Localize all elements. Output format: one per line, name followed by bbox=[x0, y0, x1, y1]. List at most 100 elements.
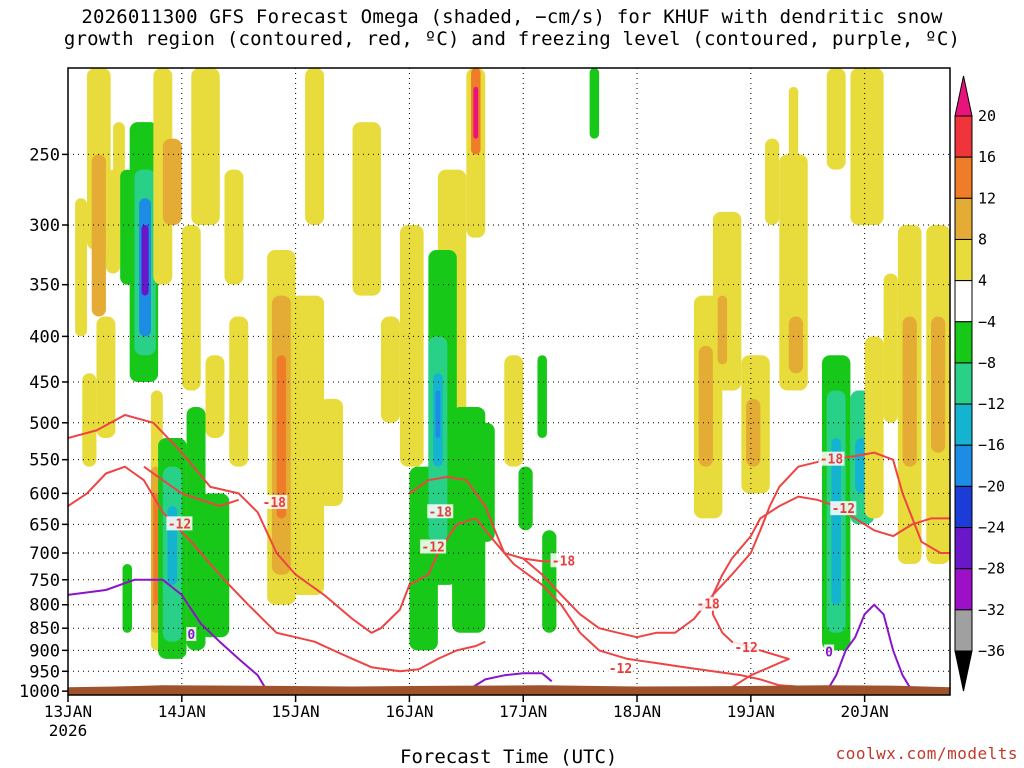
colorbar-box bbox=[954, 280, 973, 323]
contour-label-bg bbox=[186, 626, 197, 641]
omega-cell bbox=[473, 86, 479, 139]
colorbar-bottom-arrow bbox=[954, 650, 973, 692]
x-tick-label: 14JAN bbox=[158, 702, 206, 721]
omega-cell bbox=[864, 336, 884, 519]
x-tick-sublabel: 2026 bbox=[49, 721, 88, 740]
colorbar-box bbox=[954, 609, 973, 652]
x-tick-label: 18JAN bbox=[613, 702, 661, 721]
colorbar-box bbox=[954, 156, 973, 199]
contour-label: 0 bbox=[825, 645, 833, 660]
colorbar-label: −4 bbox=[978, 313, 996, 331]
contour-label-bg bbox=[261, 494, 288, 509]
dgz-contour-minus12 bbox=[68, 414, 846, 691]
y-tick-label: 650 bbox=[29, 515, 60, 535]
x-tick-label: 15JAN bbox=[272, 702, 320, 721]
chart-title: 2026011300 GFS Forecast Omega (shaded, −… bbox=[0, 6, 1024, 50]
omega-cell bbox=[380, 316, 400, 423]
dgz-contour-minus18 bbox=[143, 465, 240, 508]
omega-cell bbox=[698, 345, 713, 467]
colorbar-box bbox=[954, 568, 973, 611]
contour-label: 0 bbox=[187, 628, 195, 643]
colorbar-box bbox=[954, 444, 973, 487]
terrain-layer bbox=[68, 685, 950, 695]
dgz-contour-minus18 bbox=[408, 475, 562, 563]
colorbar-label: −36 bbox=[978, 642, 1005, 660]
omega-cell bbox=[229, 316, 249, 467]
contour-label-bg bbox=[607, 661, 634, 676]
colorbar-box bbox=[954, 197, 973, 240]
omega-cell bbox=[162, 138, 182, 225]
chart-title-line1: 2026011300 GFS Forecast Omega (shaded, −… bbox=[81, 6, 943, 28]
colorbar-label: 20 bbox=[978, 107, 996, 125]
contour-label: -12 bbox=[421, 540, 444, 555]
y-tick-label: 800 bbox=[29, 596, 60, 616]
x-tick-label: 13JAN bbox=[44, 702, 92, 721]
y-tick-label: 350 bbox=[29, 276, 60, 296]
omega-cell bbox=[883, 273, 898, 423]
colorbar-label: −24 bbox=[978, 519, 1005, 537]
omega-cell bbox=[788, 316, 803, 374]
colorbar-box bbox=[954, 321, 973, 364]
colorbar-label: −32 bbox=[978, 601, 1005, 619]
contour-label: -18 bbox=[820, 453, 844, 468]
omega-cell bbox=[746, 398, 761, 467]
colorbar-label: −16 bbox=[978, 436, 1005, 454]
dgz-contour-minus18 bbox=[522, 451, 950, 639]
colorbar-box bbox=[954, 115, 973, 158]
colorbar-label: −8 bbox=[978, 354, 996, 372]
y-tick-label: 750 bbox=[29, 571, 60, 591]
dgz-contour-minus12 bbox=[711, 495, 950, 689]
colorbar-box bbox=[954, 485, 973, 529]
terrain-surface bbox=[68, 685, 950, 695]
omega-cell bbox=[122, 563, 133, 633]
y-tick-label: 450 bbox=[29, 373, 60, 393]
omega-cell bbox=[200, 493, 230, 638]
omega-cell bbox=[537, 355, 547, 438]
chart-title-line2: growth region (contoured, red, ºC) and f… bbox=[63, 28, 961, 50]
contour-label-bg bbox=[824, 644, 835, 659]
colorbar-label: −12 bbox=[978, 395, 1005, 413]
colorbar-label: 4 bbox=[978, 272, 987, 290]
omega-cell bbox=[224, 169, 244, 285]
colorbar-box bbox=[954, 238, 973, 282]
contour-label: -18 bbox=[696, 598, 720, 613]
contour-label-bg bbox=[550, 553, 577, 568]
colorbar-box bbox=[954, 403, 973, 446]
freezing-level-contour bbox=[825, 603, 913, 692]
omega-cell bbox=[902, 316, 917, 467]
omega-cell bbox=[205, 355, 225, 438]
contour-label: -18 bbox=[552, 554, 576, 569]
grid-layer bbox=[67, 68, 950, 695]
omega-cell bbox=[931, 316, 946, 453]
omega-cell bbox=[475, 422, 495, 542]
site-credit[interactable]: coolwx.com/modelts bbox=[835, 744, 1018, 763]
x-tick-label: 17JAN bbox=[499, 702, 547, 721]
contour-label: -12 bbox=[734, 641, 757, 656]
omega-cell bbox=[276, 355, 287, 519]
omega-cell bbox=[153, 493, 159, 605]
omega-cell bbox=[765, 138, 780, 225]
omega-cell bbox=[96, 316, 116, 438]
contour-label-bg bbox=[818, 451, 845, 466]
omega-cell bbox=[191, 68, 220, 225]
contour-label: -18 bbox=[263, 496, 287, 511]
y-tick-label: 950 bbox=[29, 662, 60, 682]
omega-cell bbox=[290, 295, 325, 595]
contour-label: -12 bbox=[609, 662, 632, 677]
colorbar: 20 16 12 8 4 −4 −8 −12 −16 −20 −24 −28 −32 −36 bbox=[954, 75, 1005, 692]
y-tick-label: 850 bbox=[29, 619, 60, 639]
omega-cell bbox=[75, 198, 87, 337]
freezing-level-contour bbox=[68, 578, 269, 692]
contour-label-bg bbox=[733, 640, 760, 655]
omega-cell bbox=[181, 224, 201, 391]
y-tick-label: 550 bbox=[29, 451, 60, 471]
contour-label-bg bbox=[830, 501, 857, 516]
omega-cell bbox=[91, 154, 106, 317]
colorbar-label: 12 bbox=[978, 189, 996, 207]
omega-cell bbox=[589, 68, 600, 139]
contour-label: -12 bbox=[168, 517, 191, 532]
omega-cell bbox=[435, 390, 441, 438]
contour-label: -12 bbox=[832, 502, 855, 517]
